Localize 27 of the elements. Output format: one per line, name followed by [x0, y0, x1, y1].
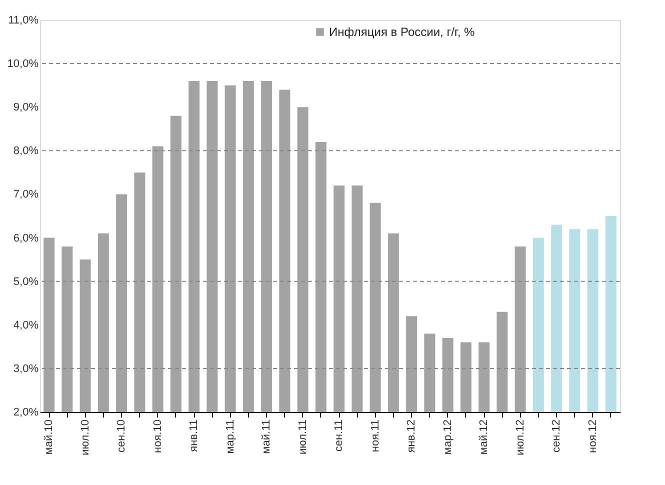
y-tick-label: 7,0%	[13, 188, 39, 201]
legend-label: Инфляция в России, г/г, %	[329, 25, 475, 39]
x-tick-label: июл.12	[514, 420, 526, 456]
y-tick-label: 4,0%	[13, 319, 39, 332]
x-tick-label: ноя.12	[586, 420, 599, 453]
x-tick-label: сен.10	[116, 420, 128, 452]
x-tick-label: ноя.11	[369, 420, 382, 452]
x-tick-label: сен.11	[333, 420, 346, 452]
y-tick-label: 3,0%	[13, 362, 39, 375]
x-tick-label: мар.11	[224, 420, 236, 454]
x-tick-label: июл.11	[296, 420, 309, 455]
x-tick-label: май.12	[478, 420, 490, 455]
y-tick-label: 9,0%	[13, 102, 39, 114]
x-tick-label: янв.12	[406, 420, 418, 453]
x-tick-label: янв.11	[188, 420, 200, 452]
x-tick-label: май.11	[260, 420, 273, 454]
y-tick-label: 11,0%	[8, 14, 39, 26]
x-tick-label: май.10	[43, 420, 56, 455]
x-tick-label: сен.12	[550, 420, 563, 452]
y-tick-label: 6,0%	[13, 232, 39, 244]
y-tick-label: 5,0%	[13, 276, 39, 288]
y-tick-label: 2,0%	[13, 406, 39, 418]
x-tick-label: июл.10	[79, 420, 92, 456]
y-tick-label: 10,0%	[7, 58, 39, 70]
y-tick-label: 8,0%	[13, 145, 39, 158]
x-tick-label: ноя.10	[152, 420, 164, 453]
x-tick-label: мар.12	[442, 420, 454, 455]
